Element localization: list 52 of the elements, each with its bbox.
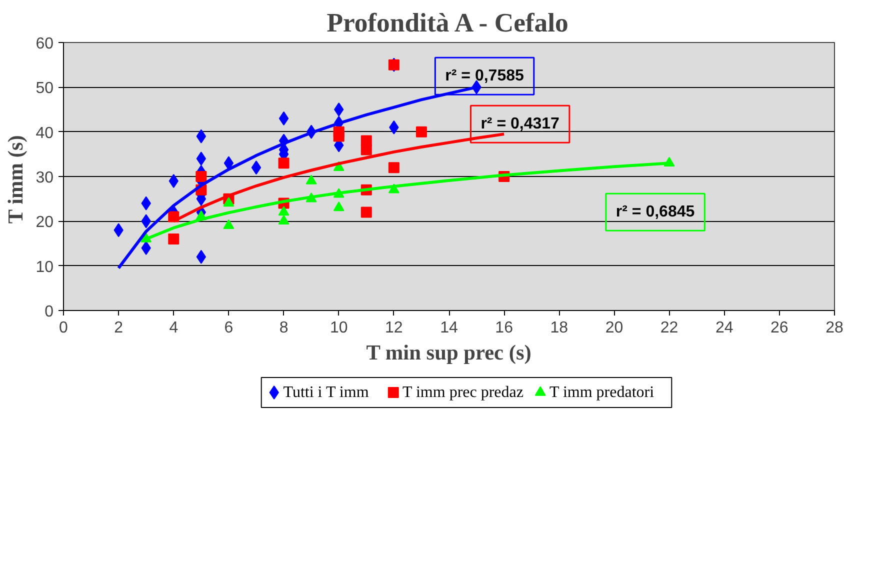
point	[223, 219, 234, 230]
legend-label: T imm prec predaz	[402, 384, 524, 401]
legend-label: Tutti i T imm	[283, 384, 370, 401]
point	[196, 129, 206, 144]
x-tick-label: 2	[114, 320, 124, 336]
point	[196, 171, 207, 182]
y-tick-label: 60	[36, 36, 54, 52]
x-tick-label: 10	[330, 320, 348, 336]
x-tick-label: 26	[770, 320, 788, 336]
annotation: r² = 0,7585	[445, 68, 524, 85]
y-axis-title: T imm (s)	[4, 135, 28, 224]
x-tick-label: 8	[279, 320, 288, 336]
point	[196, 250, 206, 264]
x-tick-label: 4	[169, 320, 178, 336]
point	[416, 126, 427, 138]
point	[278, 158, 290, 169]
x-tick-label: 20	[605, 320, 624, 336]
point	[278, 206, 290, 216]
point	[333, 126, 344, 138]
point	[196, 152, 206, 166]
y-tick-label: 50	[36, 80, 54, 98]
y-tick-label: 0	[44, 304, 54, 320]
x-tick-label: 28	[826, 320, 844, 336]
y-tick-label: 40	[36, 124, 54, 142]
annotation: r² = 0,6845	[616, 204, 695, 221]
point	[224, 156, 234, 170]
y-tick-label: 20	[36, 214, 54, 232]
chart-title: Profondità A - Cefalo	[326, 8, 568, 38]
y-tick-label: 10	[36, 258, 54, 276]
point	[278, 111, 289, 126]
point	[251, 160, 262, 175]
point	[360, 206, 372, 218]
y-tick-label: 30	[36, 170, 54, 186]
x-tick-label: 0	[59, 320, 68, 336]
point	[168, 234, 180, 245]
point	[333, 201, 344, 212]
x-axis-title: T min sup prec (s)	[366, 340, 532, 364]
x-tick-label: 6	[224, 320, 234, 336]
point	[278, 214, 290, 225]
point	[306, 174, 317, 184]
x-tick-label: 16	[495, 320, 514, 336]
point	[223, 197, 234, 207]
x-tick-label: 12	[385, 320, 403, 336]
legend-label: T imm predatori	[549, 384, 655, 401]
x-tick-label: 18	[550, 320, 568, 336]
point	[360, 144, 372, 156]
x-tick-label: 24	[715, 320, 734, 336]
x-tick-label: 22	[660, 320, 678, 336]
point	[388, 162, 400, 174]
x-tick-label: 14	[440, 320, 458, 336]
point	[334, 102, 344, 116]
annotation: r² = 0,4317	[480, 116, 560, 133]
